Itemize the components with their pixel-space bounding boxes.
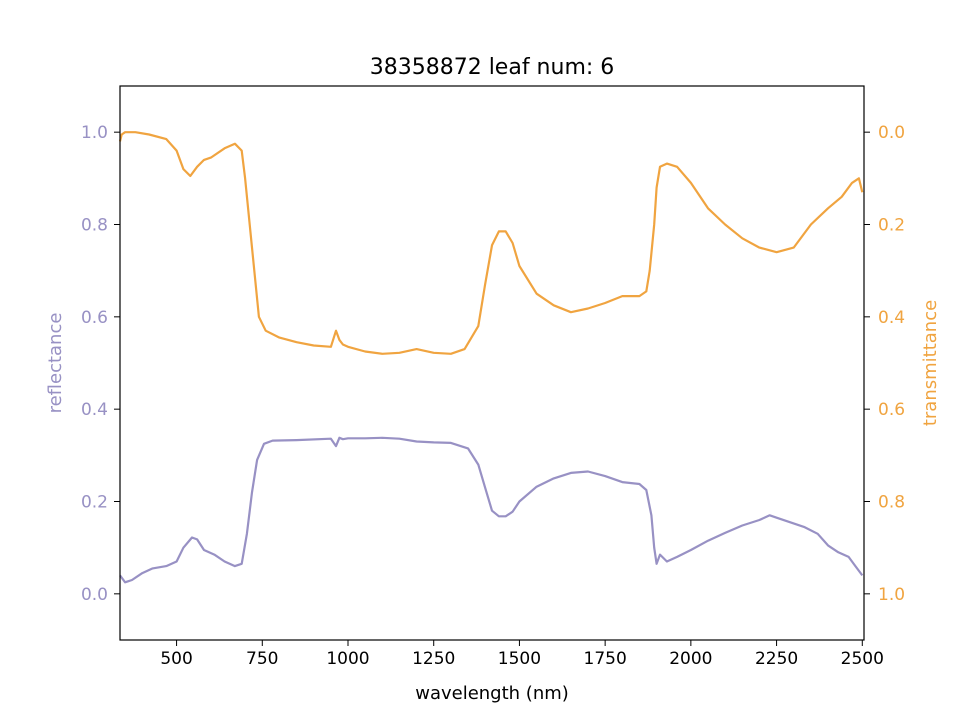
x-tick-label: 1250 <box>412 649 455 669</box>
series-layer <box>118 131 864 584</box>
transmittance-series-line <box>118 131 864 355</box>
left-y-tick-label: 0.2 <box>81 493 108 513</box>
right-y-axis-label: transmittance <box>920 300 941 426</box>
x-tick-label: 750 <box>246 649 278 669</box>
x-tick-label: 2250 <box>755 649 798 669</box>
left-y-tick-label: 0.8 <box>81 216 108 236</box>
left-y-tick-label: 1.0 <box>81 123 108 143</box>
left-y-axis-label: reflectance <box>45 313 66 414</box>
left-y-tick-label: 0.6 <box>81 308 108 328</box>
right-y-tick-label: 0.2 <box>878 216 905 236</box>
x-tick-label: 2500 <box>841 649 884 669</box>
left-y-tick-label: 0.4 <box>81 400 108 420</box>
x-tick-label: 1500 <box>498 649 541 669</box>
plot-frame <box>119 85 865 641</box>
x-tick-label: 2000 <box>669 649 712 669</box>
right-y-tick-label: 0.6 <box>878 400 905 420</box>
x-tick-label: 500 <box>160 649 192 669</box>
chart-title: 38358872 leaf num: 6 <box>370 55 615 80</box>
right-y-tick-label: 1.0 <box>878 585 905 605</box>
axes-layer: 500 750 1000 1250 1500 1750 2000 2250 2500 0.0 0.2… <box>81 123 905 669</box>
right-y-tick-label: 0.0 <box>878 123 905 143</box>
right-y-tick-label: 0.4 <box>878 308 905 328</box>
right-y-tick-label: 0.8 <box>878 493 905 513</box>
x-tick-label: 1000 <box>326 649 369 669</box>
x-axis-label: wavelength (nm) <box>415 683 569 704</box>
left-y-tick-label: 0.0 <box>81 585 108 605</box>
reflectance-series-line <box>119 436 864 584</box>
x-tick-label: 1750 <box>584 649 627 669</box>
